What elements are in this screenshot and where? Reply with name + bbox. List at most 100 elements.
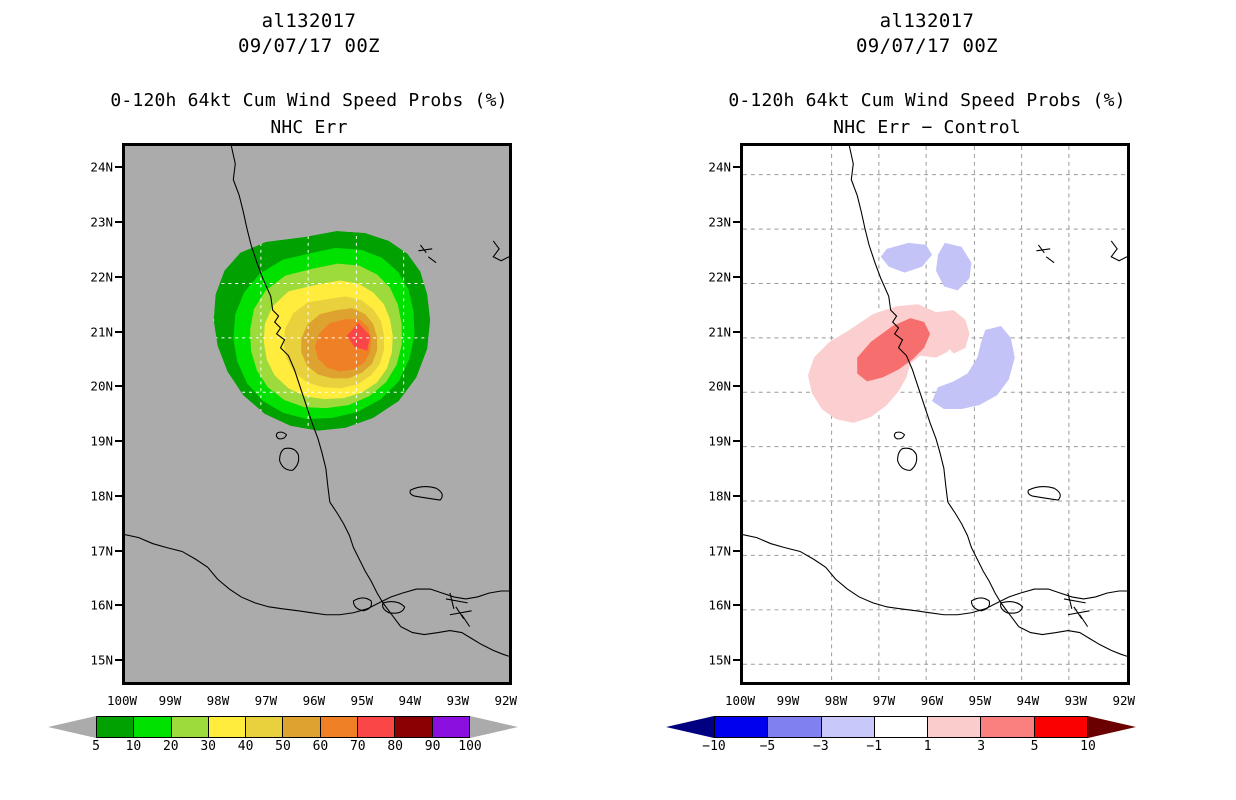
contour-band-70 bbox=[346, 323, 371, 351]
y-tick-label-24N: 24N bbox=[708, 159, 731, 175]
valid-datetime-label: 09/07/17 00Z bbox=[855, 35, 999, 57]
x-tick-label-93W: 93W bbox=[1064, 693, 1088, 708]
y-tick-label-23N: 23N bbox=[90, 214, 113, 230]
colorbar-label-neg1: −1 bbox=[866, 739, 883, 754]
colorbar-cell-neg5-neg3 bbox=[768, 717, 822, 737]
map-canvas-left bbox=[125, 146, 509, 682]
y-tick-label-15N: 15N bbox=[708, 652, 731, 668]
colorbar-low-arrow bbox=[48, 716, 96, 738]
x-tick-label-94W: 94W bbox=[398, 693, 422, 708]
colorbar-cell-10-20 bbox=[134, 717, 172, 737]
storm-id-label: al132017 bbox=[879, 10, 975, 32]
map-plot-right: 24N 23N 22N 21N 20N 19N 18N 17N 16N 15N … bbox=[708, 143, 1135, 708]
y-tick-label-16N: 16N bbox=[708, 597, 731, 613]
colorbar-label-90: 90 bbox=[424, 739, 441, 754]
map-canvas-right bbox=[743, 146, 1127, 682]
gridline-mask-left bbox=[125, 146, 509, 682]
colorbar-label-60: 60 bbox=[312, 739, 329, 754]
colorbar-label-20: 20 bbox=[162, 739, 179, 754]
colorbar-label-70: 70 bbox=[349, 739, 366, 754]
x-tick-label-92W: 92W bbox=[1112, 693, 1136, 708]
y-tick-label-16N: 16N bbox=[90, 597, 113, 613]
colorbar-low-arrow bbox=[666, 716, 714, 738]
difference-negative-regions bbox=[880, 242, 1015, 410]
colorbar-high-arrow bbox=[1088, 716, 1136, 738]
colorbar-label-80: 80 bbox=[387, 739, 404, 754]
colorbar-difference: −10 −5 −3 −1 1 3 5 10 bbox=[666, 712, 1136, 754]
x-tick-label-98W: 98W bbox=[824, 693, 848, 708]
colorbar-label-5: 5 bbox=[92, 739, 100, 754]
x-tick-label-92W: 92W bbox=[494, 693, 518, 708]
colorbar-label-neg5: −5 bbox=[759, 739, 776, 754]
colorbar-cell-1-3 bbox=[928, 717, 982, 737]
x-tick-label-95W: 95W bbox=[350, 693, 374, 708]
y-tick-label-21N: 21N bbox=[90, 324, 113, 340]
y-tick-label-24N: 24N bbox=[90, 159, 113, 175]
panel-subtitle: NHC Err − Control bbox=[833, 117, 1021, 138]
y-tick-label-18N: 18N bbox=[90, 488, 113, 504]
x-tick-label-96W: 96W bbox=[920, 693, 944, 708]
y-tick-label-22N: 22N bbox=[708, 269, 731, 285]
colorbar-track bbox=[96, 716, 470, 738]
coastline-left bbox=[125, 146, 509, 657]
y-tick-label-15N: 15N bbox=[90, 652, 113, 668]
colorbar-cell-80-90 bbox=[395, 717, 433, 737]
coastline-right bbox=[743, 146, 1127, 657]
x-tick-label-98W: 98W bbox=[206, 693, 230, 708]
x-tick-label-97W: 97W bbox=[872, 693, 896, 708]
colorbar-cell-5-10 bbox=[97, 717, 135, 737]
panel-title: 0-120h 64kt Cum Wind Speed Probs (%) bbox=[728, 90, 1126, 111]
colorbar-label-30: 30 bbox=[200, 739, 217, 754]
colorbar-track bbox=[714, 716, 1088, 738]
colorbar-cell-30-40 bbox=[208, 717, 247, 737]
map-frame-left bbox=[122, 143, 512, 685]
colorbar-probability: 5 10 20 30 40 50 60 70 80 90 100 bbox=[48, 712, 518, 754]
y-tick-label-17N: 17N bbox=[708, 543, 731, 559]
map-plot-left: 24N 23N 22N 21N 20N 19N 18N 17N 16N 15N … bbox=[90, 143, 517, 708]
colorbar-cell-20-30 bbox=[171, 717, 209, 737]
panel-nhc-err-minus-control: al132017 09/07/17 00Z 0-120h 64kt Cum Wi… bbox=[618, 0, 1236, 800]
colorbar-label-10: 10 bbox=[125, 739, 142, 754]
valid-datetime-label: 09/07/17 00Z bbox=[237, 35, 381, 57]
colorbar-tick-labels: 5 10 20 30 40 50 60 70 80 90 100 bbox=[92, 739, 482, 757]
colorbar-label-neg3: −3 bbox=[813, 739, 829, 754]
colorbar-cell-40-50 bbox=[246, 717, 284, 737]
colorbar-high-arrow bbox=[470, 716, 518, 738]
panel-subtitle: NHC Err bbox=[270, 117, 348, 138]
x-tick-label-95W: 95W bbox=[968, 693, 992, 708]
y-tick-label-18N: 18N bbox=[708, 488, 731, 504]
x-tick-label-100W: 100W bbox=[724, 693, 756, 708]
map-frame-right bbox=[740, 143, 1130, 685]
colorbar-cell-neg3-neg1 bbox=[821, 717, 875, 737]
colorbar-label-1: 1 bbox=[923, 739, 932, 754]
y-tick-label-19N: 19N bbox=[708, 433, 731, 449]
y-tick-label-21N: 21N bbox=[708, 324, 731, 340]
colorbar-label-50: 50 bbox=[275, 739, 291, 754]
colorbar-cell-neg10-neg5 bbox=[715, 717, 769, 737]
colorbar-cell-90-100 bbox=[432, 717, 469, 737]
x-tick-label-99W: 99W bbox=[158, 693, 182, 708]
colorbar-label-5: 5 bbox=[1030, 739, 1039, 754]
y-tick-label-19N: 19N bbox=[90, 433, 113, 449]
y-tick-label-17N: 17N bbox=[90, 543, 113, 559]
colorbar-label-100: 100 bbox=[458, 739, 482, 754]
x-tick-label-94W: 94W bbox=[1016, 693, 1040, 708]
y-tick-label-20N: 20N bbox=[708, 378, 731, 394]
colorbar-cell-60-70 bbox=[320, 717, 359, 737]
y-tick-label-22N: 22N bbox=[90, 269, 113, 285]
colorbar-label-neg10: −10 bbox=[702, 739, 726, 754]
colorbar-cell-70-80 bbox=[358, 717, 396, 737]
x-tick-label-96W: 96W bbox=[302, 693, 326, 708]
y-tick-label-23N: 23N bbox=[708, 214, 731, 230]
colorbar-label-40: 40 bbox=[237, 739, 254, 754]
y-tick-label-20N: 20N bbox=[90, 378, 113, 394]
colorbar-cell-5-10 bbox=[1034, 717, 1087, 737]
storm-id-label: al132017 bbox=[261, 10, 357, 32]
gridlines-right bbox=[743, 146, 1127, 682]
colorbar-cell-neg1-1 bbox=[874, 717, 929, 737]
difference-positive-regions bbox=[807, 304, 970, 423]
colorbar-tick-labels: −10 −5 −3 −1 1 3 5 10 bbox=[702, 739, 1096, 757]
x-tick-label-93W: 93W bbox=[446, 693, 470, 708]
colorbar-label-3: 3 bbox=[977, 739, 986, 754]
colorbar-cell-3-5 bbox=[981, 717, 1035, 737]
